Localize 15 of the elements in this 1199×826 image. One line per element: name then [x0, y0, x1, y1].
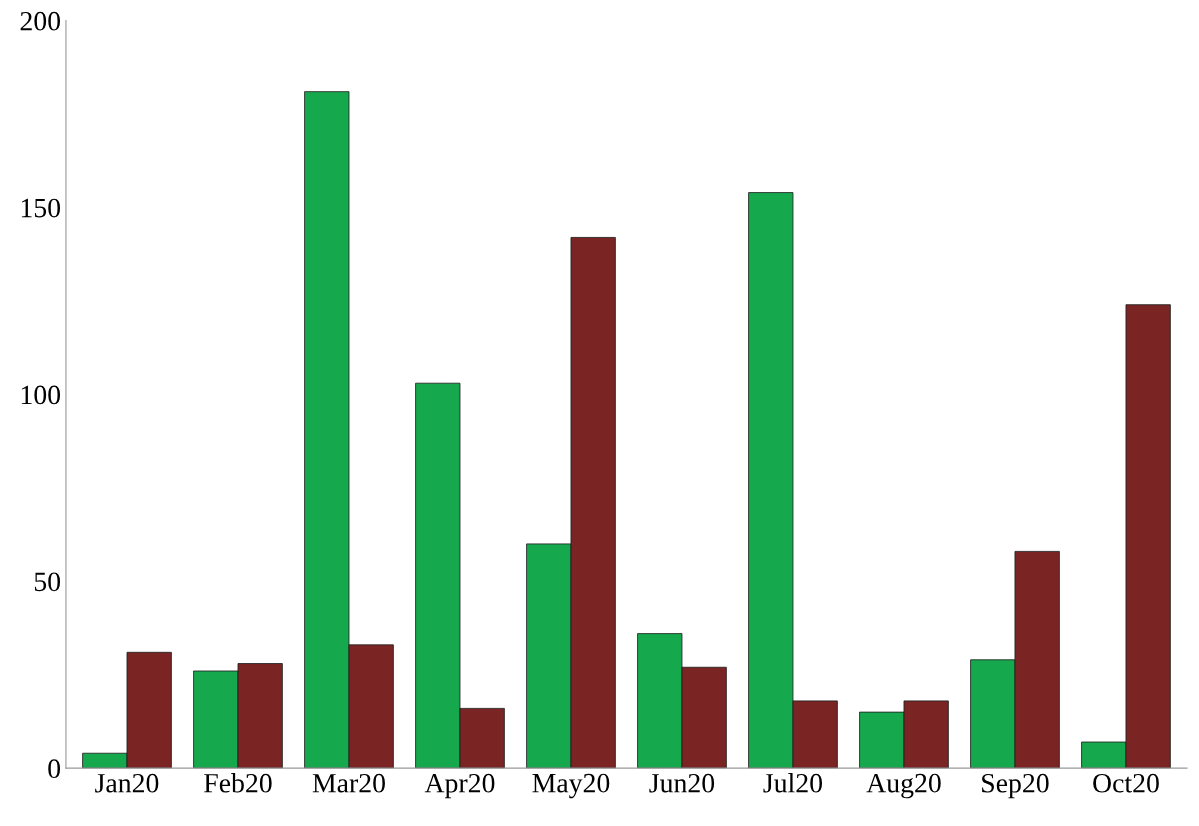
- x-tick-label: Apr20: [424, 773, 495, 799]
- x-tick-label: May20: [532, 773, 610, 799]
- y-tick-label: 0: [48, 759, 61, 779]
- x-tick-label: Feb20: [204, 773, 272, 793]
- x-tick-label: Oct20: [1093, 773, 1159, 793]
- y-tick-label: 100: [21, 385, 61, 405]
- x-tick-label: Sep20: [982, 773, 1049, 799]
- x-tick-label: Mar20: [312, 773, 385, 793]
- y-tick-label: 200: [20, 11, 61, 31]
- y-tick-label: 50: [34, 572, 61, 592]
- x-tick-label: Aug20: [866, 773, 941, 799]
- x-tick-label: Jul20: [763, 773, 823, 793]
- y-tick-label: 150: [21, 198, 61, 218]
- x-tick-label: Jun20: [649, 773, 715, 793]
- x-tick-label: Jan20: [95, 773, 159, 793]
